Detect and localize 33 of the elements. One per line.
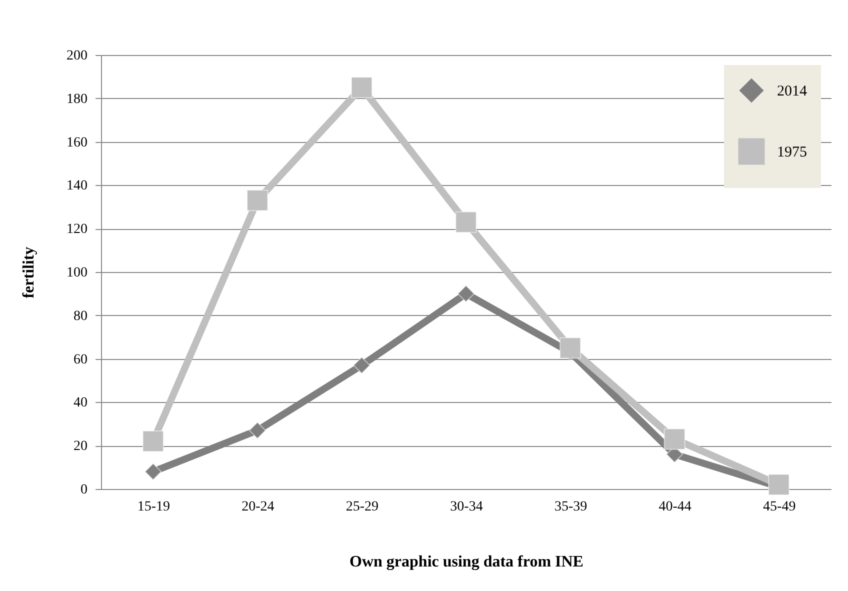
point [455, 211, 477, 233]
y-tick-label: 0 [80, 482, 88, 498]
y-tick-label: 140 [66, 178, 88, 194]
point [142, 430, 164, 452]
x-tick-label: 25-29 [346, 500, 379, 514]
x-tick-label: 40-44 [658, 500, 692, 514]
y-tick-label: 180 [66, 92, 88, 107]
point [353, 356, 370, 374]
x-tick-label: 15-19 [137, 500, 170, 514]
y-tick-label: 120 [66, 222, 88, 238]
x-tick-label: 35-39 [554, 500, 588, 514]
point [248, 422, 266, 439]
point [246, 190, 268, 212]
point [144, 463, 162, 480]
y-tick-label: 200 [66, 48, 88, 64]
point [457, 285, 475, 302]
point [664, 428, 686, 450]
point [560, 337, 582, 359]
y-tick-label: 160 [66, 135, 88, 150]
legend-label: 2014 [777, 84, 808, 100]
y-tick-label: 60 [74, 352, 88, 368]
x-tick-label: 30-34 [450, 500, 483, 514]
y-tick-label: 40 [74, 396, 88, 411]
legend-label: 1975 [777, 144, 807, 160]
y-tick-label: 100 [66, 266, 88, 280]
point [350, 76, 372, 98]
x-tick-label: 45-49 [763, 500, 796, 514]
y-tick-label: 80 [74, 308, 88, 324]
y-tick-label: 20 [74, 439, 88, 454]
point [768, 474, 790, 496]
x-axis-title: Own graphic using data from INE [350, 554, 584, 570]
y-axis-title: fertility [20, 246, 38, 298]
x-tick-label: 20-24 [242, 500, 274, 514]
